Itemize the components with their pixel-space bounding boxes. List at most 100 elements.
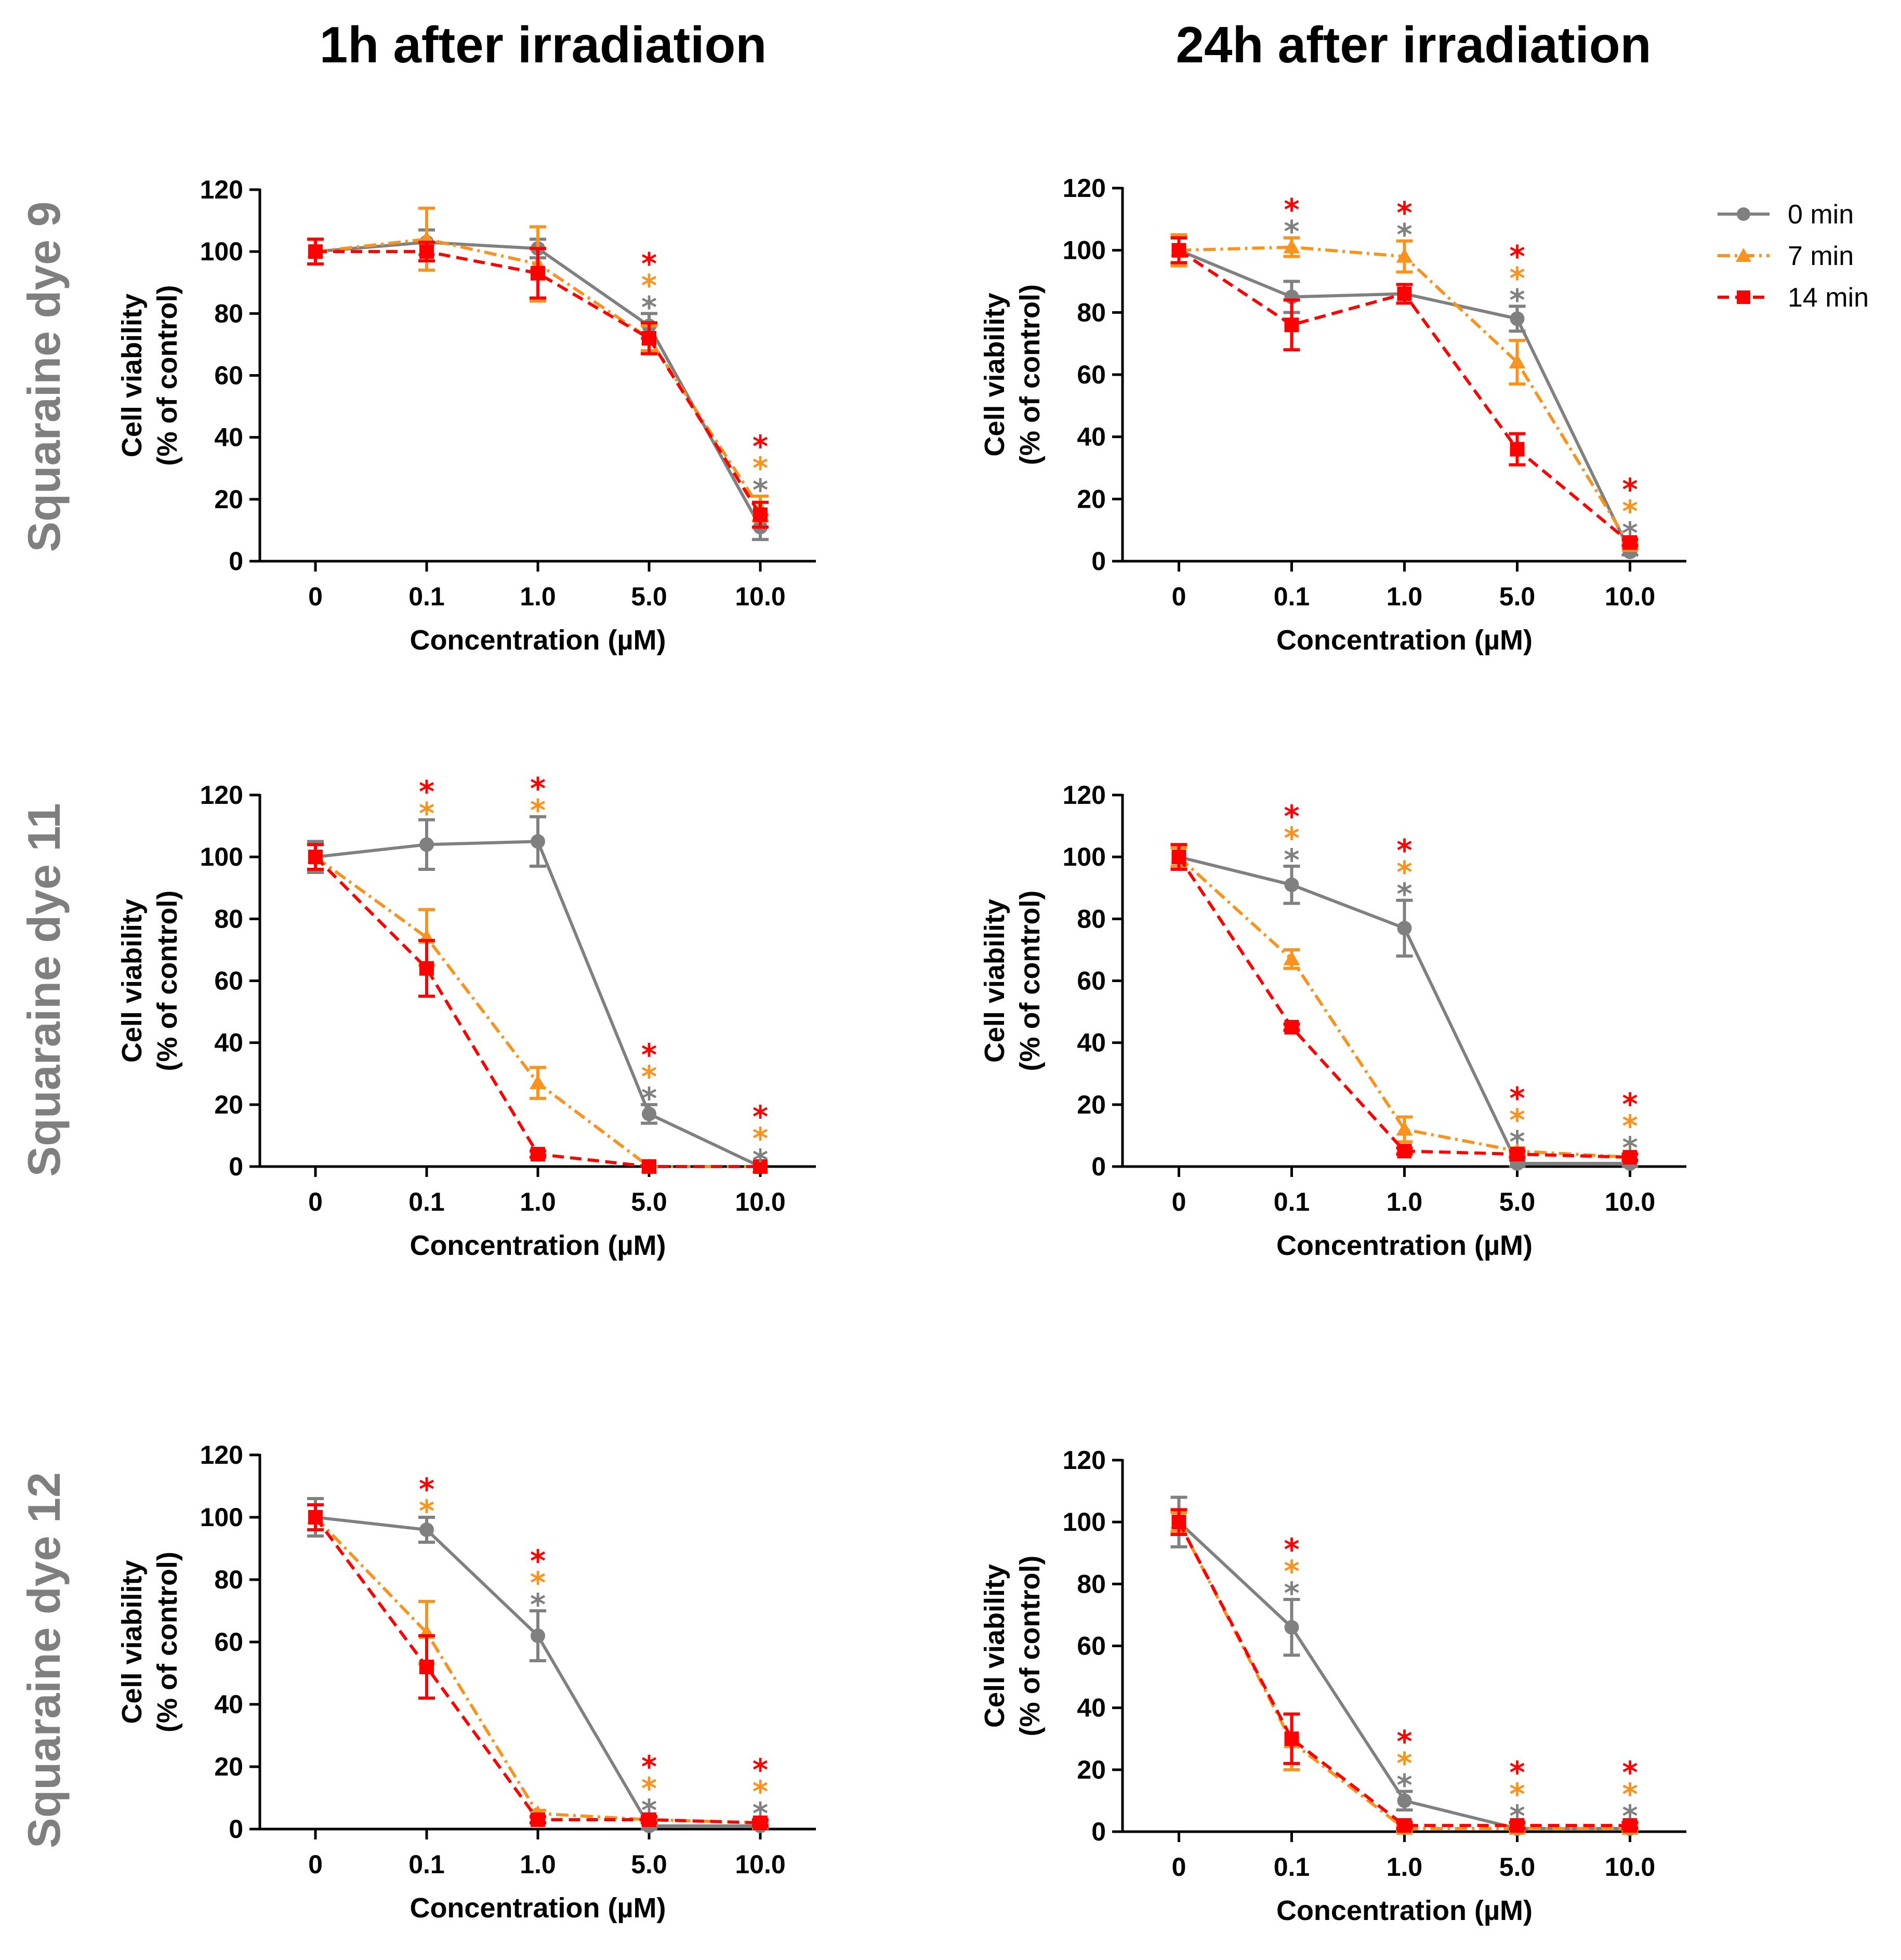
x-tick-label: 10.0 (735, 1850, 785, 1879)
y-tick-label: 80 (1077, 1569, 1106, 1598)
y-tick-label: 40 (214, 1028, 243, 1057)
x-axis-label: Concentration (µM) (410, 1230, 666, 1261)
significance-star: * (1622, 472, 1638, 507)
y-axis-label: Cell viability (116, 899, 148, 1063)
y-axis-label: Cell viability (979, 293, 1010, 456)
data-point (1284, 877, 1299, 892)
x-tick-label: 10.0 (1605, 1852, 1655, 1882)
data-point (1396, 1121, 1413, 1136)
x-tick-label: 10.0 (735, 582, 785, 611)
series-14-min (1170, 236, 1639, 550)
data-point (530, 1075, 546, 1090)
y-tick-label: 40 (214, 423, 243, 452)
significance-star: * (1509, 1080, 1525, 1116)
significance-star: * (1396, 195, 1412, 231)
x-tick-label: 1.0 (1387, 1187, 1423, 1216)
y-tick-label: 0 (1091, 1152, 1106, 1181)
significance-star: * (1396, 877, 1412, 912)
significance-star: * (1396, 833, 1412, 868)
y-tick-label: 0 (1091, 1817, 1106, 1846)
data-point (1284, 317, 1299, 333)
y-tick-label: 100 (1063, 1507, 1106, 1537)
significance-star: * (641, 268, 657, 303)
significance-star: * (1509, 1124, 1525, 1159)
significance-star: * (530, 1543, 546, 1579)
x-axis-label: Concentration (µM) (1276, 1230, 1533, 1261)
x-tick-label: 0 (308, 1850, 323, 1879)
chart-panel-6: 0 20 40 60 80 100 120 0 0.1 1.0 5.0 10.0 Concentrati… (979, 1446, 1686, 1926)
x-tick-label: 0 (308, 1187, 323, 1216)
significance-star: * (753, 429, 768, 464)
data-point (1396, 248, 1413, 263)
x-tick-label: 10.0 (1605, 582, 1655, 611)
y-tick-label: 40 (1077, 422, 1106, 452)
data-point (419, 837, 434, 852)
y-axis-label: Cell viability (116, 1560, 148, 1724)
data-point (308, 244, 323, 259)
significance-star: * (1509, 239, 1525, 274)
x-axis-label: Concentration (µM) (410, 625, 666, 656)
y-axis-label: Cell viability (979, 899, 1010, 1063)
y-tick-label: 80 (214, 904, 243, 933)
significance-star: * (419, 1493, 434, 1529)
chart-panel-1: 0 20 40 60 80 100 120 0 0.1 1.0 5.0 10.0 Concentrati… (116, 175, 816, 656)
data-point (419, 1522, 434, 1537)
significance-star: * (419, 1472, 434, 1507)
significance-star: * (1622, 1777, 1638, 1812)
data-point (1171, 1515, 1186, 1530)
significance-star: * (753, 1121, 768, 1156)
data-point (753, 1816, 768, 1830)
series-line-0-min (315, 840, 761, 1168)
y-tick-label: 20 (214, 1752, 243, 1781)
significance-star: * (1622, 515, 1638, 551)
significance-star: * (1509, 260, 1525, 296)
data-point (531, 1812, 545, 1827)
y-tick-label: 20 (1077, 1755, 1106, 1784)
y-tick-label: 0 (229, 1152, 243, 1181)
y-axis-label-units: (% of control) (152, 1552, 183, 1732)
data-point (1397, 921, 1412, 936)
data-point (1622, 1150, 1638, 1165)
legend-marker-0-min (1737, 207, 1750, 221)
y-tick-label: 0 (1091, 547, 1106, 576)
y-tick-label: 80 (1077, 904, 1106, 933)
significance-star: * (1396, 217, 1412, 253)
significance-star: * (1284, 1554, 1299, 1589)
significance-star: * (419, 796, 434, 831)
y-tick-label: 20 (214, 485, 243, 514)
y-tick-label: 120 (200, 1440, 243, 1469)
significance-star: * (530, 771, 546, 806)
y-tick-label: 0 (229, 1815, 243, 1844)
legend-item-14-min: 14 min (1718, 283, 1869, 313)
legend-label-14-min: 14 min (1788, 283, 1869, 313)
significance-star: * (753, 1099, 768, 1134)
y-tick-label: 100 (1063, 842, 1106, 871)
significance-star: * (1622, 1755, 1638, 1790)
data-point (1397, 1793, 1412, 1808)
significance-star: * (1509, 1798, 1525, 1834)
y-tick-label: 40 (214, 1690, 243, 1719)
data-point (642, 331, 656, 346)
data-point (1171, 850, 1186, 865)
x-tick-label: 0.1 (408, 582, 445, 611)
y-tick-label: 120 (1063, 780, 1106, 810)
data-point (1510, 1147, 1525, 1162)
y-axis-label-units: (% of control) (1014, 891, 1046, 1071)
y-tick-label: 100 (200, 1503, 243, 1532)
x-tick-label: 1.0 (1387, 582, 1423, 611)
y-tick-label: 100 (200, 842, 243, 871)
significance-star: * (641, 1037, 657, 1072)
significance-star: * (641, 1059, 657, 1094)
data-point (419, 1660, 434, 1674)
y-tick-label: 20 (214, 1090, 243, 1119)
significance-star: * (1396, 1768, 1412, 1803)
y-axis-label-units: (% of control) (152, 285, 183, 466)
y-tick-label: 60 (214, 361, 243, 390)
data-point (419, 244, 434, 259)
x-tick-label: 0.1 (408, 1850, 445, 1879)
x-tick-label: 10.0 (735, 1187, 785, 1216)
significance-star: * (1622, 1087, 1638, 1122)
significance-star: * (641, 246, 657, 281)
significance-star: * (1396, 1746, 1412, 1781)
series-line-7-min (1178, 855, 1630, 1159)
